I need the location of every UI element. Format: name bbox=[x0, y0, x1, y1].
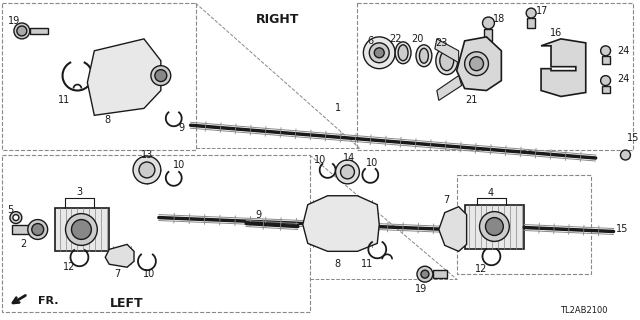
Text: 11: 11 bbox=[58, 95, 70, 105]
Text: 1: 1 bbox=[335, 103, 340, 113]
Circle shape bbox=[369, 43, 389, 63]
Circle shape bbox=[486, 218, 503, 236]
Text: RIGHT: RIGHT bbox=[256, 12, 300, 26]
Bar bbox=[30, 28, 47, 34]
Circle shape bbox=[340, 165, 355, 179]
Text: 18: 18 bbox=[493, 14, 506, 24]
Ellipse shape bbox=[419, 48, 428, 63]
Circle shape bbox=[465, 52, 488, 76]
Text: 11: 11 bbox=[361, 259, 374, 269]
Bar bbox=[465, 205, 524, 249]
Ellipse shape bbox=[398, 45, 408, 61]
Circle shape bbox=[364, 37, 395, 69]
Text: 7: 7 bbox=[444, 195, 450, 205]
Text: 14: 14 bbox=[343, 153, 356, 163]
Text: 10: 10 bbox=[143, 269, 155, 279]
Text: 2: 2 bbox=[20, 239, 27, 249]
Circle shape bbox=[28, 220, 47, 239]
Polygon shape bbox=[457, 37, 501, 91]
Circle shape bbox=[133, 156, 161, 184]
Circle shape bbox=[374, 48, 384, 58]
Ellipse shape bbox=[436, 47, 458, 75]
Circle shape bbox=[155, 70, 167, 82]
Text: 23: 23 bbox=[436, 38, 448, 48]
Polygon shape bbox=[88, 39, 161, 115]
Circle shape bbox=[13, 215, 19, 220]
Text: 22: 22 bbox=[389, 34, 401, 44]
Bar bbox=[602, 56, 609, 64]
Text: 13: 13 bbox=[141, 150, 153, 160]
Text: 6: 6 bbox=[367, 36, 373, 46]
Text: FR.: FR. bbox=[38, 296, 58, 306]
Circle shape bbox=[483, 17, 495, 29]
Text: 9: 9 bbox=[179, 123, 185, 133]
Text: 12: 12 bbox=[63, 262, 76, 272]
Text: 19: 19 bbox=[8, 16, 20, 26]
Circle shape bbox=[621, 150, 630, 160]
Text: 7: 7 bbox=[114, 269, 120, 279]
Text: 24: 24 bbox=[618, 74, 630, 84]
Text: 9: 9 bbox=[255, 210, 261, 220]
Circle shape bbox=[421, 270, 429, 278]
Bar bbox=[12, 225, 38, 235]
Polygon shape bbox=[541, 39, 586, 96]
Circle shape bbox=[417, 266, 433, 282]
Text: 19: 19 bbox=[415, 284, 427, 294]
Polygon shape bbox=[105, 244, 134, 267]
Polygon shape bbox=[439, 207, 467, 251]
Circle shape bbox=[65, 214, 97, 245]
Text: 10: 10 bbox=[314, 155, 326, 165]
Text: 21: 21 bbox=[465, 95, 478, 105]
Text: 4: 4 bbox=[488, 188, 493, 198]
Text: 15: 15 bbox=[616, 225, 628, 235]
Circle shape bbox=[151, 66, 171, 85]
Bar bbox=[54, 208, 109, 251]
Circle shape bbox=[72, 220, 92, 239]
Bar bbox=[527, 18, 535, 28]
Ellipse shape bbox=[416, 45, 432, 67]
Ellipse shape bbox=[395, 42, 411, 64]
Text: 20: 20 bbox=[411, 34, 423, 44]
Polygon shape bbox=[437, 76, 461, 100]
Circle shape bbox=[139, 162, 155, 178]
Bar bbox=[602, 85, 609, 93]
Text: LEFT: LEFT bbox=[110, 298, 144, 310]
Polygon shape bbox=[435, 39, 459, 63]
Circle shape bbox=[600, 46, 611, 56]
Text: TL2AB2100: TL2AB2100 bbox=[560, 307, 607, 316]
Text: 12: 12 bbox=[476, 264, 488, 274]
Circle shape bbox=[470, 57, 483, 71]
Circle shape bbox=[14, 23, 30, 39]
Bar bbox=[2, 155, 310, 312]
Bar bbox=[484, 29, 492, 41]
Circle shape bbox=[600, 76, 611, 85]
Circle shape bbox=[17, 26, 27, 36]
Bar bbox=[357, 3, 634, 150]
Text: 5: 5 bbox=[7, 204, 13, 215]
Polygon shape bbox=[303, 196, 380, 251]
Text: 3: 3 bbox=[76, 187, 83, 197]
Bar bbox=[2, 3, 196, 150]
Text: 8: 8 bbox=[335, 259, 340, 269]
Circle shape bbox=[10, 212, 22, 224]
Bar bbox=[457, 175, 591, 274]
Circle shape bbox=[479, 212, 509, 241]
Ellipse shape bbox=[440, 51, 454, 71]
Text: 17: 17 bbox=[536, 6, 548, 16]
Text: 8: 8 bbox=[104, 115, 110, 125]
Circle shape bbox=[335, 160, 360, 184]
Text: 24: 24 bbox=[618, 46, 630, 56]
Bar bbox=[433, 270, 447, 278]
Text: 10: 10 bbox=[173, 160, 185, 170]
Circle shape bbox=[32, 224, 44, 236]
Text: 10: 10 bbox=[366, 158, 378, 168]
Text: 16: 16 bbox=[550, 28, 562, 38]
Text: 15: 15 bbox=[627, 133, 640, 143]
Circle shape bbox=[526, 8, 536, 18]
